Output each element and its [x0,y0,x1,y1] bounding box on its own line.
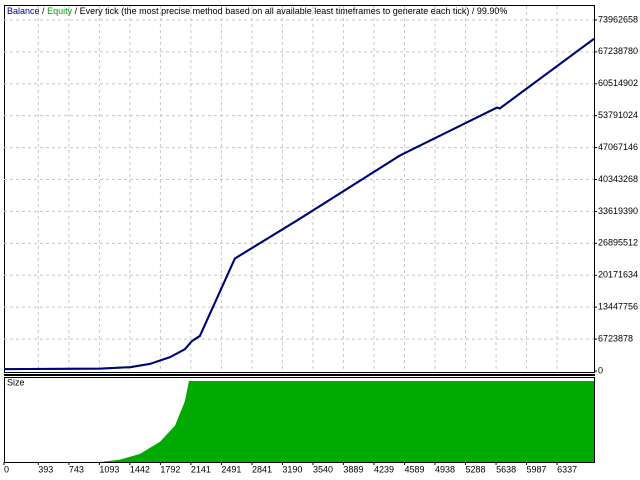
x-tick-label: 4239 [374,464,394,474]
x-tick-label: 743 [69,464,84,474]
x-tick-label: 5288 [466,464,486,474]
x-tick-label: 2841 [252,464,272,474]
size-frame [4,377,595,463]
legend-entry: Equity [47,6,73,16]
x-tick-label: 3540 [313,464,333,474]
plot [3,37,595,462]
grid [4,6,594,371]
x-tick-label: 0 [4,464,9,474]
y-tick-label: 13447756 [598,302,638,312]
series-line [3,37,595,371]
x-tick-label: 4589 [405,464,425,474]
y-tick-label: 20171634 [598,270,638,280]
test-mode: Every tick (the most precise method base… [80,6,470,16]
y-tick-label: 53791024 [598,110,638,120]
x-tick-label: 1792 [160,464,180,474]
labels: 0 6723878 13447756 20171634 26895512 33619390… [3,14,638,474]
header: Balance / Equity / Every tick (the most … [7,6,507,16]
legend-entry: Balance [7,6,40,16]
x-tick-label: 6337 [557,464,577,474]
y-tick-label: 67238780 [598,46,638,56]
x-tick-label: 1442 [130,464,150,474]
x-tick-label: 5987 [527,464,547,474]
model-quality: 99.90% [477,6,508,16]
x-tick-label: 3190 [282,464,302,474]
size-area [4,381,594,462]
separator: / [472,6,475,16]
y-tick-label: 47067146 [598,142,638,152]
x-tick-label: 4938 [435,464,455,474]
y-tick-label: 60514902 [598,78,638,88]
panel-title: Size [7,377,25,387]
separator: / [75,6,78,16]
x-tick-label: 2491 [221,464,241,474]
y-tick-label: 26895512 [598,238,638,248]
x-tick-label: 2141 [191,464,211,474]
x-tick-label: 393 [38,464,53,474]
y-tick-label: 40343268 [598,174,638,184]
x-tick-label: 1093 [99,464,119,474]
y-tick-label: 73962658 [598,14,638,24]
y-tick-label: 6723878 [598,333,633,343]
main-frame [4,5,595,373]
y-tick-label: 33619390 [598,206,638,216]
y-tick-label: 0 [598,365,603,375]
x-tick-label: 3889 [343,464,363,474]
x-tick-label: 5638 [496,464,516,474]
separator: / [42,6,45,16]
